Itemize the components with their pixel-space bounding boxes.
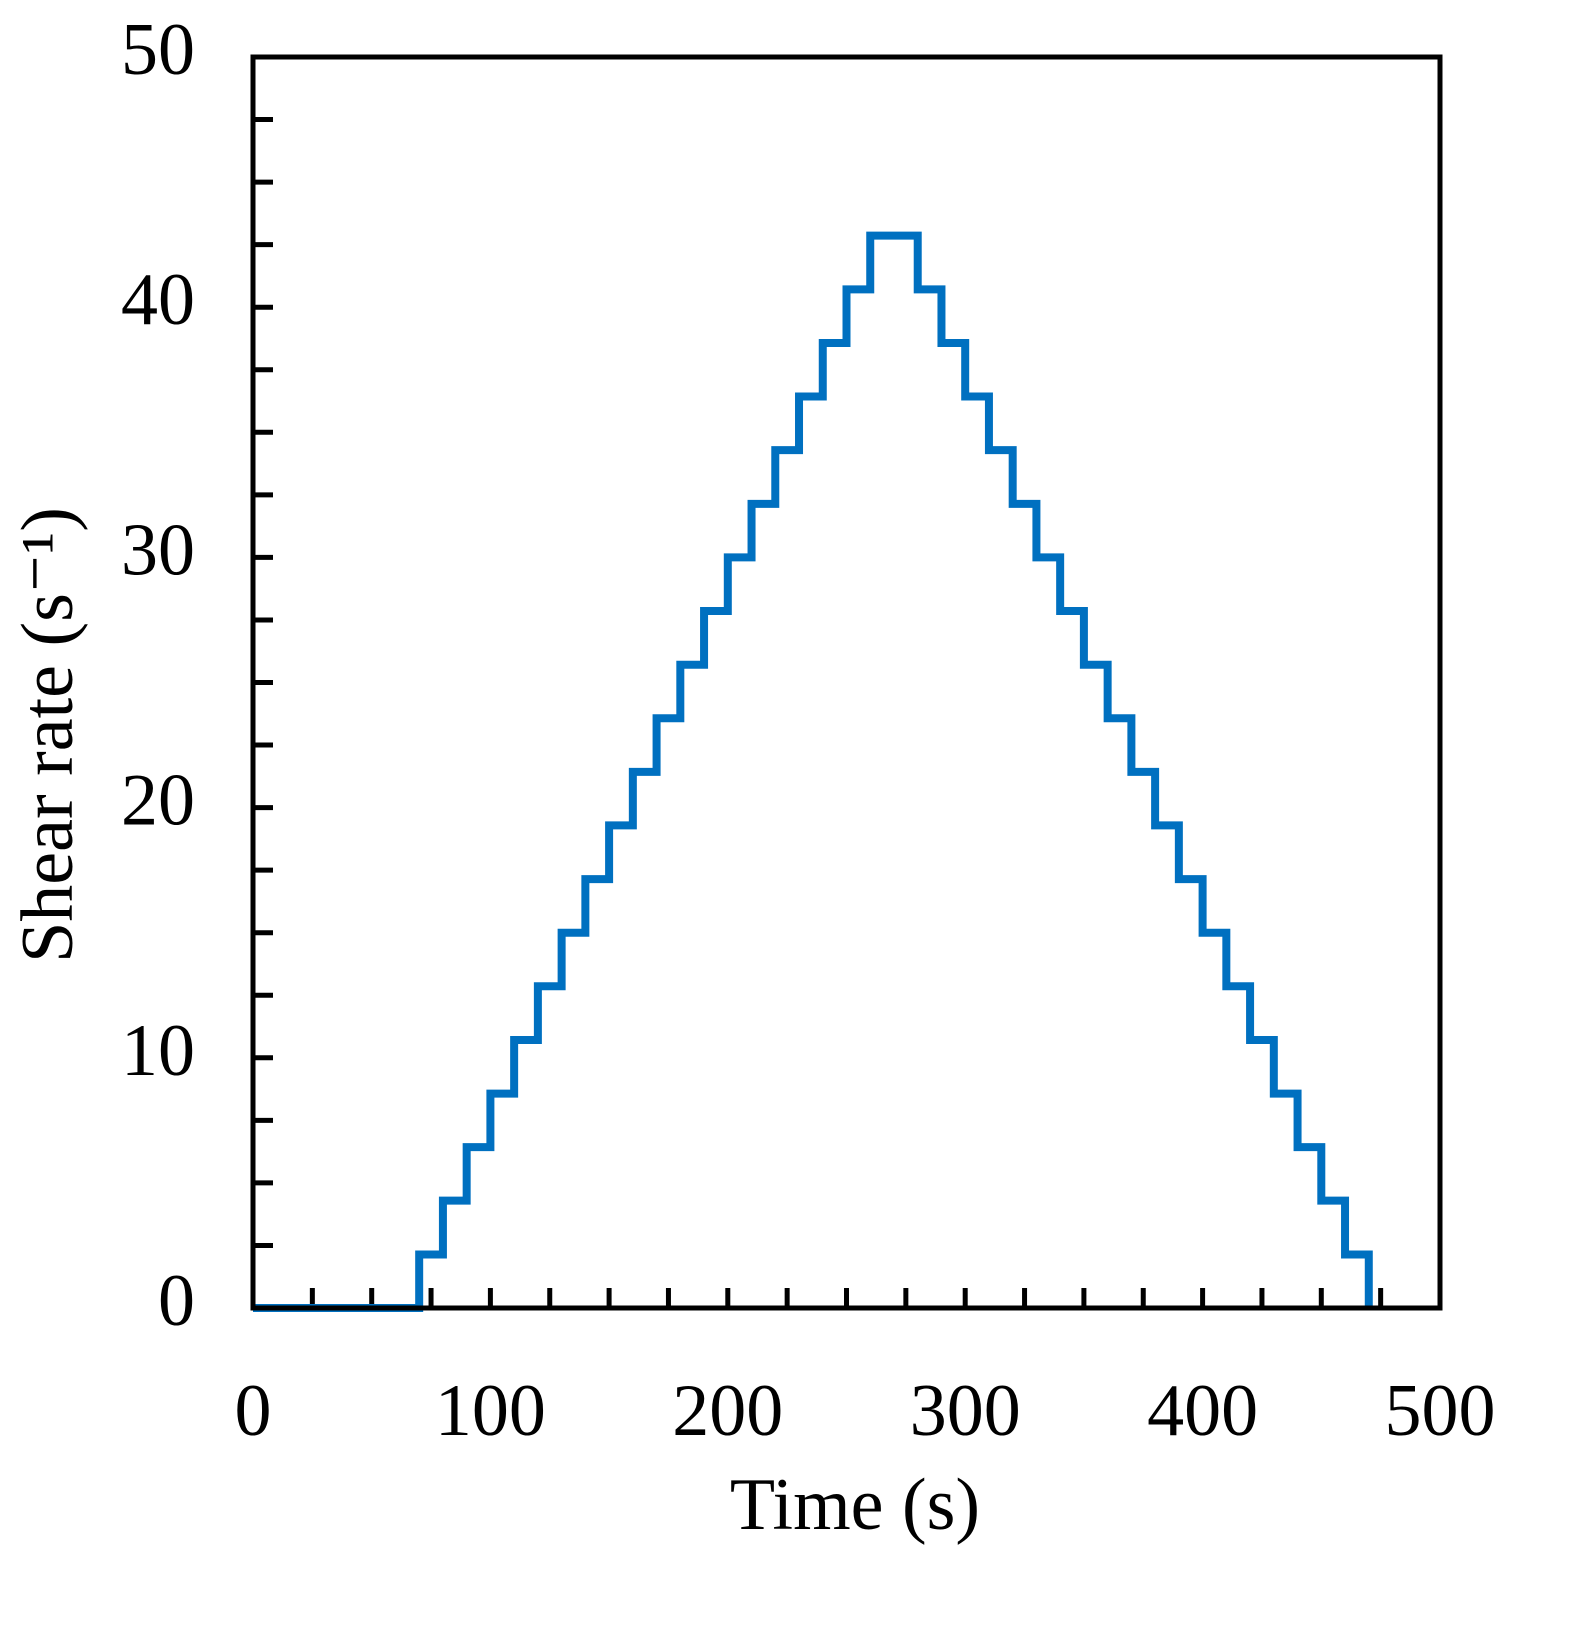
x-axis-label: Time (s) bbox=[730, 1464, 980, 1546]
plot-frame bbox=[250, 54, 1443, 1311]
y-tick-label: 0 bbox=[158, 1260, 195, 1342]
y-tick-label: 40 bbox=[121, 259, 195, 341]
x-tick-label: 100 bbox=[435, 1370, 546, 1452]
x-tick-label: 300 bbox=[910, 1370, 1021, 1452]
x-tick-label: 500 bbox=[1385, 1370, 1496, 1452]
step-line bbox=[253, 231, 1373, 1312]
x-tick-label: 400 bbox=[1147, 1370, 1258, 1452]
x-tick-label: 0 bbox=[235, 1370, 272, 1452]
y-tick-label: 10 bbox=[121, 1010, 195, 1092]
y-tick-label: 20 bbox=[121, 760, 195, 842]
x-tick-label: 200 bbox=[672, 1370, 783, 1452]
y-tick-label: 30 bbox=[121, 509, 195, 591]
y-tick-label: 50 bbox=[121, 9, 195, 91]
y-axis-label: Shear rate (s⁻¹) bbox=[7, 507, 89, 963]
